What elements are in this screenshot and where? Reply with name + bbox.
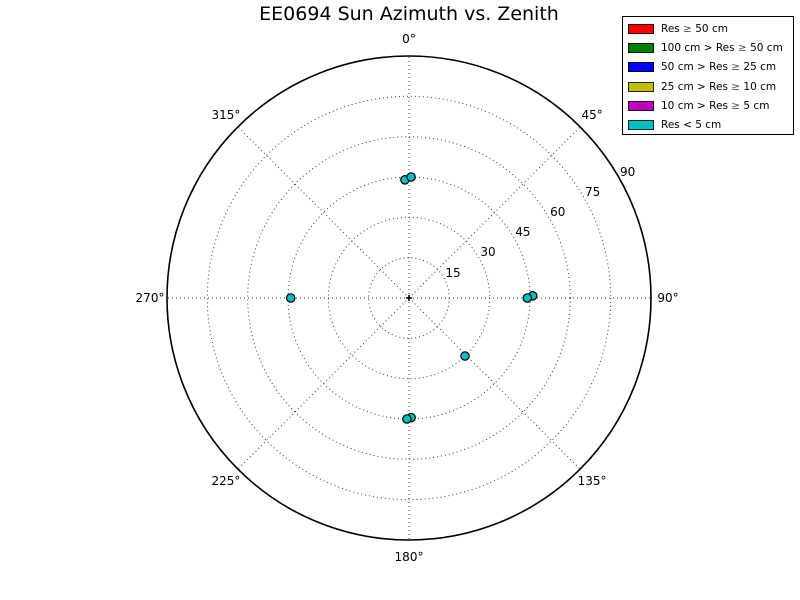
grid-spoke — [408, 297, 581, 470]
grid-circle — [247, 136, 571, 460]
radius-tick-label: 45 — [515, 225, 531, 240]
legend-swatch — [628, 81, 654, 92]
legend-entry: 50 cm > Res ≥ 25 cm — [628, 58, 793, 77]
legend-entry: 10 cm > Res ≥ 5 cm — [628, 96, 793, 115]
grid-spoke — [408, 126, 581, 299]
legend-label: Res < 5 cm — [661, 119, 722, 132]
legend-rows: Res ≥ 50 cm 100 cm > Res ≥ 50 cm 50 cm > R… — [628, 19, 793, 135]
legend-entry: Res < 5 cm — [628, 115, 793, 134]
angle-tick-label: 315° — [211, 107, 241, 122]
plot-title: EE0694 Sun Azimuth vs. Zenith — [259, 3, 559, 25]
angle-tick-label: 45° — [581, 107, 603, 122]
legend-swatch — [628, 62, 654, 73]
data-point — [285, 293, 296, 303]
radius-tick-label: 30 — [480, 245, 496, 260]
outer-circle — [166, 55, 652, 541]
radius-tick-label: 60 — [550, 205, 566, 220]
legend-swatch — [628, 120, 654, 131]
radius-tick-label: 15 — [445, 265, 461, 280]
legend-entry: 100 cm > Res ≥ 50 cm — [628, 38, 793, 57]
angle-tick-label: 270° — [135, 291, 165, 305]
angle-tick-label: 225° — [211, 474, 241, 489]
legend-swatch — [628, 23, 654, 34]
data-point — [406, 172, 416, 182]
legend-entry: Res ≥ 50 cm — [628, 19, 793, 38]
legend-label: 100 cm > Res ≥ 50 cm — [661, 41, 783, 54]
legend-label: 25 cm > Res ≥ 10 cm — [661, 80, 777, 93]
angle-tick-label: 90° — [657, 291, 679, 305]
grid-circle — [206, 95, 612, 501]
data-point — [522, 293, 533, 303]
legend-label: Res ≥ 50 cm — [661, 22, 728, 35]
radius-tick-label: 90 — [620, 164, 636, 179]
data-point — [402, 414, 412, 424]
grid-spoke — [237, 297, 410, 470]
grid-spoke — [237, 126, 410, 299]
angle-tick-label: 0° — [402, 32, 416, 46]
legend-swatch — [628, 42, 654, 53]
legend-label: 50 cm > Res ≥ 25 cm — [661, 61, 777, 74]
legend-entry: 25 cm > Res ≥ 10 cm — [628, 77, 793, 96]
radius-tick-label: 75 — [585, 184, 601, 199]
angle-tick-label: 180° — [394, 550, 424, 564]
center-marker — [406, 295, 412, 301]
angle-tick-label: 135° — [577, 474, 607, 489]
legend-label: 10 cm > Res ≥ 5 cm — [661, 99, 770, 112]
legend-swatch — [628, 100, 654, 111]
data-point — [460, 351, 470, 361]
legend: Res ≥ 50 cm 100 cm > Res ≥ 50 cm 50 cm > R… — [622, 16, 794, 135]
